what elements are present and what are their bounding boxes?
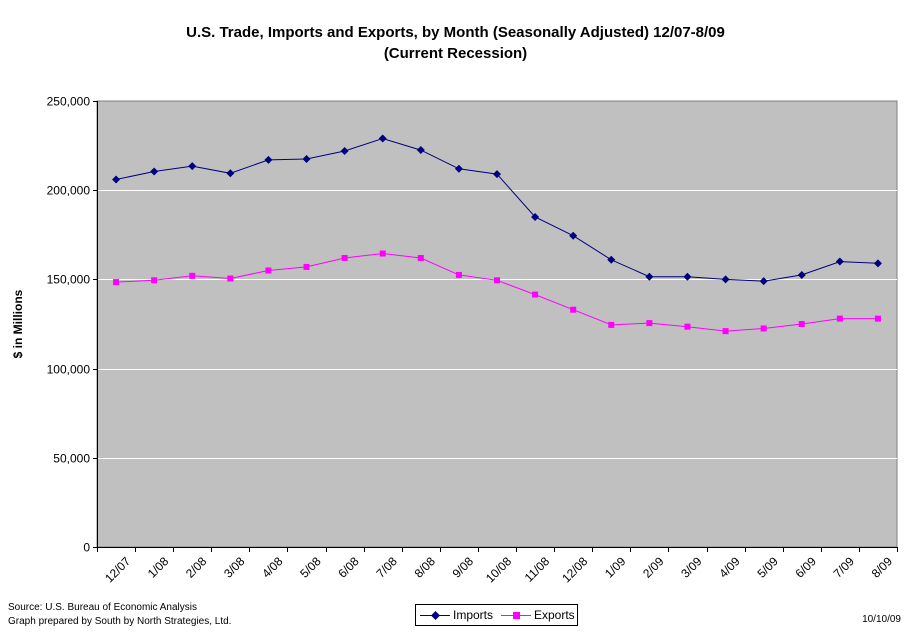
data-point-imports xyxy=(454,164,463,173)
x-tick-label: 5/08 xyxy=(297,554,324,581)
x-tick-label: 7/09 xyxy=(831,554,858,581)
y-tick-label: 50,000 xyxy=(53,452,90,466)
data-point-imports xyxy=(493,170,501,179)
data-point-imports xyxy=(873,259,882,268)
data-point-exports xyxy=(227,275,234,282)
data-point-imports xyxy=(721,275,730,284)
x-tick-label: 4/09 xyxy=(716,554,743,581)
x-tick-label: 5/09 xyxy=(754,554,781,581)
x-tick-label: 2/09 xyxy=(640,554,667,581)
chart-subtitle: (Current Recession) xyxy=(383,45,528,62)
data-point-imports xyxy=(645,272,654,281)
prepared-by-text: Graph prepared by South by North Strateg… xyxy=(8,616,232,627)
x-tick-label: 6/08 xyxy=(335,554,362,581)
chart-title: U.S. Trade, Imports and Exports, by Mont… xyxy=(186,24,725,41)
x-tick-label: 1/08 xyxy=(145,554,172,581)
y-tick-label: 150,000 xyxy=(47,273,91,287)
y-tick-label: 100,000 xyxy=(47,363,91,377)
source-note: Source: U.S. Bureau of Economic Analysis… xyxy=(8,601,231,629)
y-tick-label: 250,000 xyxy=(47,95,91,109)
legend-label-imports: Imports xyxy=(453,608,494,622)
data-point-exports xyxy=(151,277,158,284)
x-tick-label: 2/08 xyxy=(183,554,210,581)
data-point-exports xyxy=(570,306,577,313)
x-tick-label: 8/08 xyxy=(412,554,439,581)
x-tick-label: 10/08 xyxy=(483,554,514,585)
data-point-imports xyxy=(302,154,311,163)
data-point-imports xyxy=(112,175,121,184)
data-point-imports xyxy=(683,272,692,281)
data-point-exports xyxy=(417,254,424,261)
x-tick-label: 4/08 xyxy=(259,554,286,581)
data-point-imports xyxy=(531,212,540,221)
data-point-exports xyxy=(608,321,615,328)
data-point-imports xyxy=(340,146,349,155)
x-tick-label: 6/09 xyxy=(793,554,820,581)
chart-title-block: U.S. Trade, Imports and Exports, by Mont… xyxy=(0,22,911,64)
x-tick-label: 3/09 xyxy=(678,554,705,581)
data-point-exports xyxy=(303,263,310,270)
data-point-imports xyxy=(416,146,425,155)
chart-legend: Imports Exports xyxy=(415,604,578,626)
data-point-imports xyxy=(797,270,806,279)
x-tick-label: 9/08 xyxy=(450,554,477,581)
data-point-exports xyxy=(532,291,539,298)
line-chart: 0 50,000 100,000 150,000 200,000 250,000 12/07… xyxy=(11,95,898,585)
legend-marker-imports xyxy=(431,611,440,620)
data-point-exports xyxy=(341,254,348,261)
data-point-imports xyxy=(150,167,159,176)
data-point-imports xyxy=(188,162,197,171)
data-point-exports xyxy=(189,272,196,279)
x-tick-label: 3/08 xyxy=(221,554,248,581)
y-tick-label: 0 xyxy=(83,541,90,555)
x-tick-label: 8/09 xyxy=(869,554,896,581)
data-point-exports xyxy=(874,315,881,322)
data-point-imports xyxy=(835,257,844,266)
y-axis-title: $ in Millions xyxy=(11,289,25,358)
data-point-exports xyxy=(684,323,691,330)
legend-marker-exports xyxy=(513,612,520,619)
data-point-imports xyxy=(378,134,387,143)
data-point-exports xyxy=(455,271,462,278)
data-point-exports xyxy=(265,267,272,274)
data-point-imports xyxy=(264,155,273,164)
data-point-imports xyxy=(226,169,235,178)
y-tick-label: 200,000 xyxy=(47,184,91,198)
x-tick-label: 12/07 xyxy=(102,554,133,585)
data-point-exports xyxy=(722,328,729,335)
data-point-imports xyxy=(759,277,768,286)
x-tick-label: 11/08 xyxy=(522,554,553,585)
x-tick-label: 1/09 xyxy=(602,554,629,581)
data-point-exports xyxy=(798,321,805,327)
data-point-imports xyxy=(569,231,578,240)
x-tick-label: 7/08 xyxy=(373,554,400,581)
data-point-exports xyxy=(760,325,767,332)
source-text: Source: U.S. Bureau of Economic Analysis xyxy=(8,602,197,613)
data-point-exports xyxy=(836,315,843,322)
data-point-exports xyxy=(494,277,500,284)
data-point-imports xyxy=(607,255,616,264)
data-point-exports xyxy=(113,279,120,286)
chart-date: 10/10/09 xyxy=(862,614,901,625)
legend-label-exports: Exports xyxy=(534,608,575,622)
x-tick-label: 12/08 xyxy=(559,554,590,585)
data-point-exports xyxy=(379,250,386,257)
plot-area xyxy=(96,100,898,548)
data-point-exports xyxy=(646,320,653,327)
